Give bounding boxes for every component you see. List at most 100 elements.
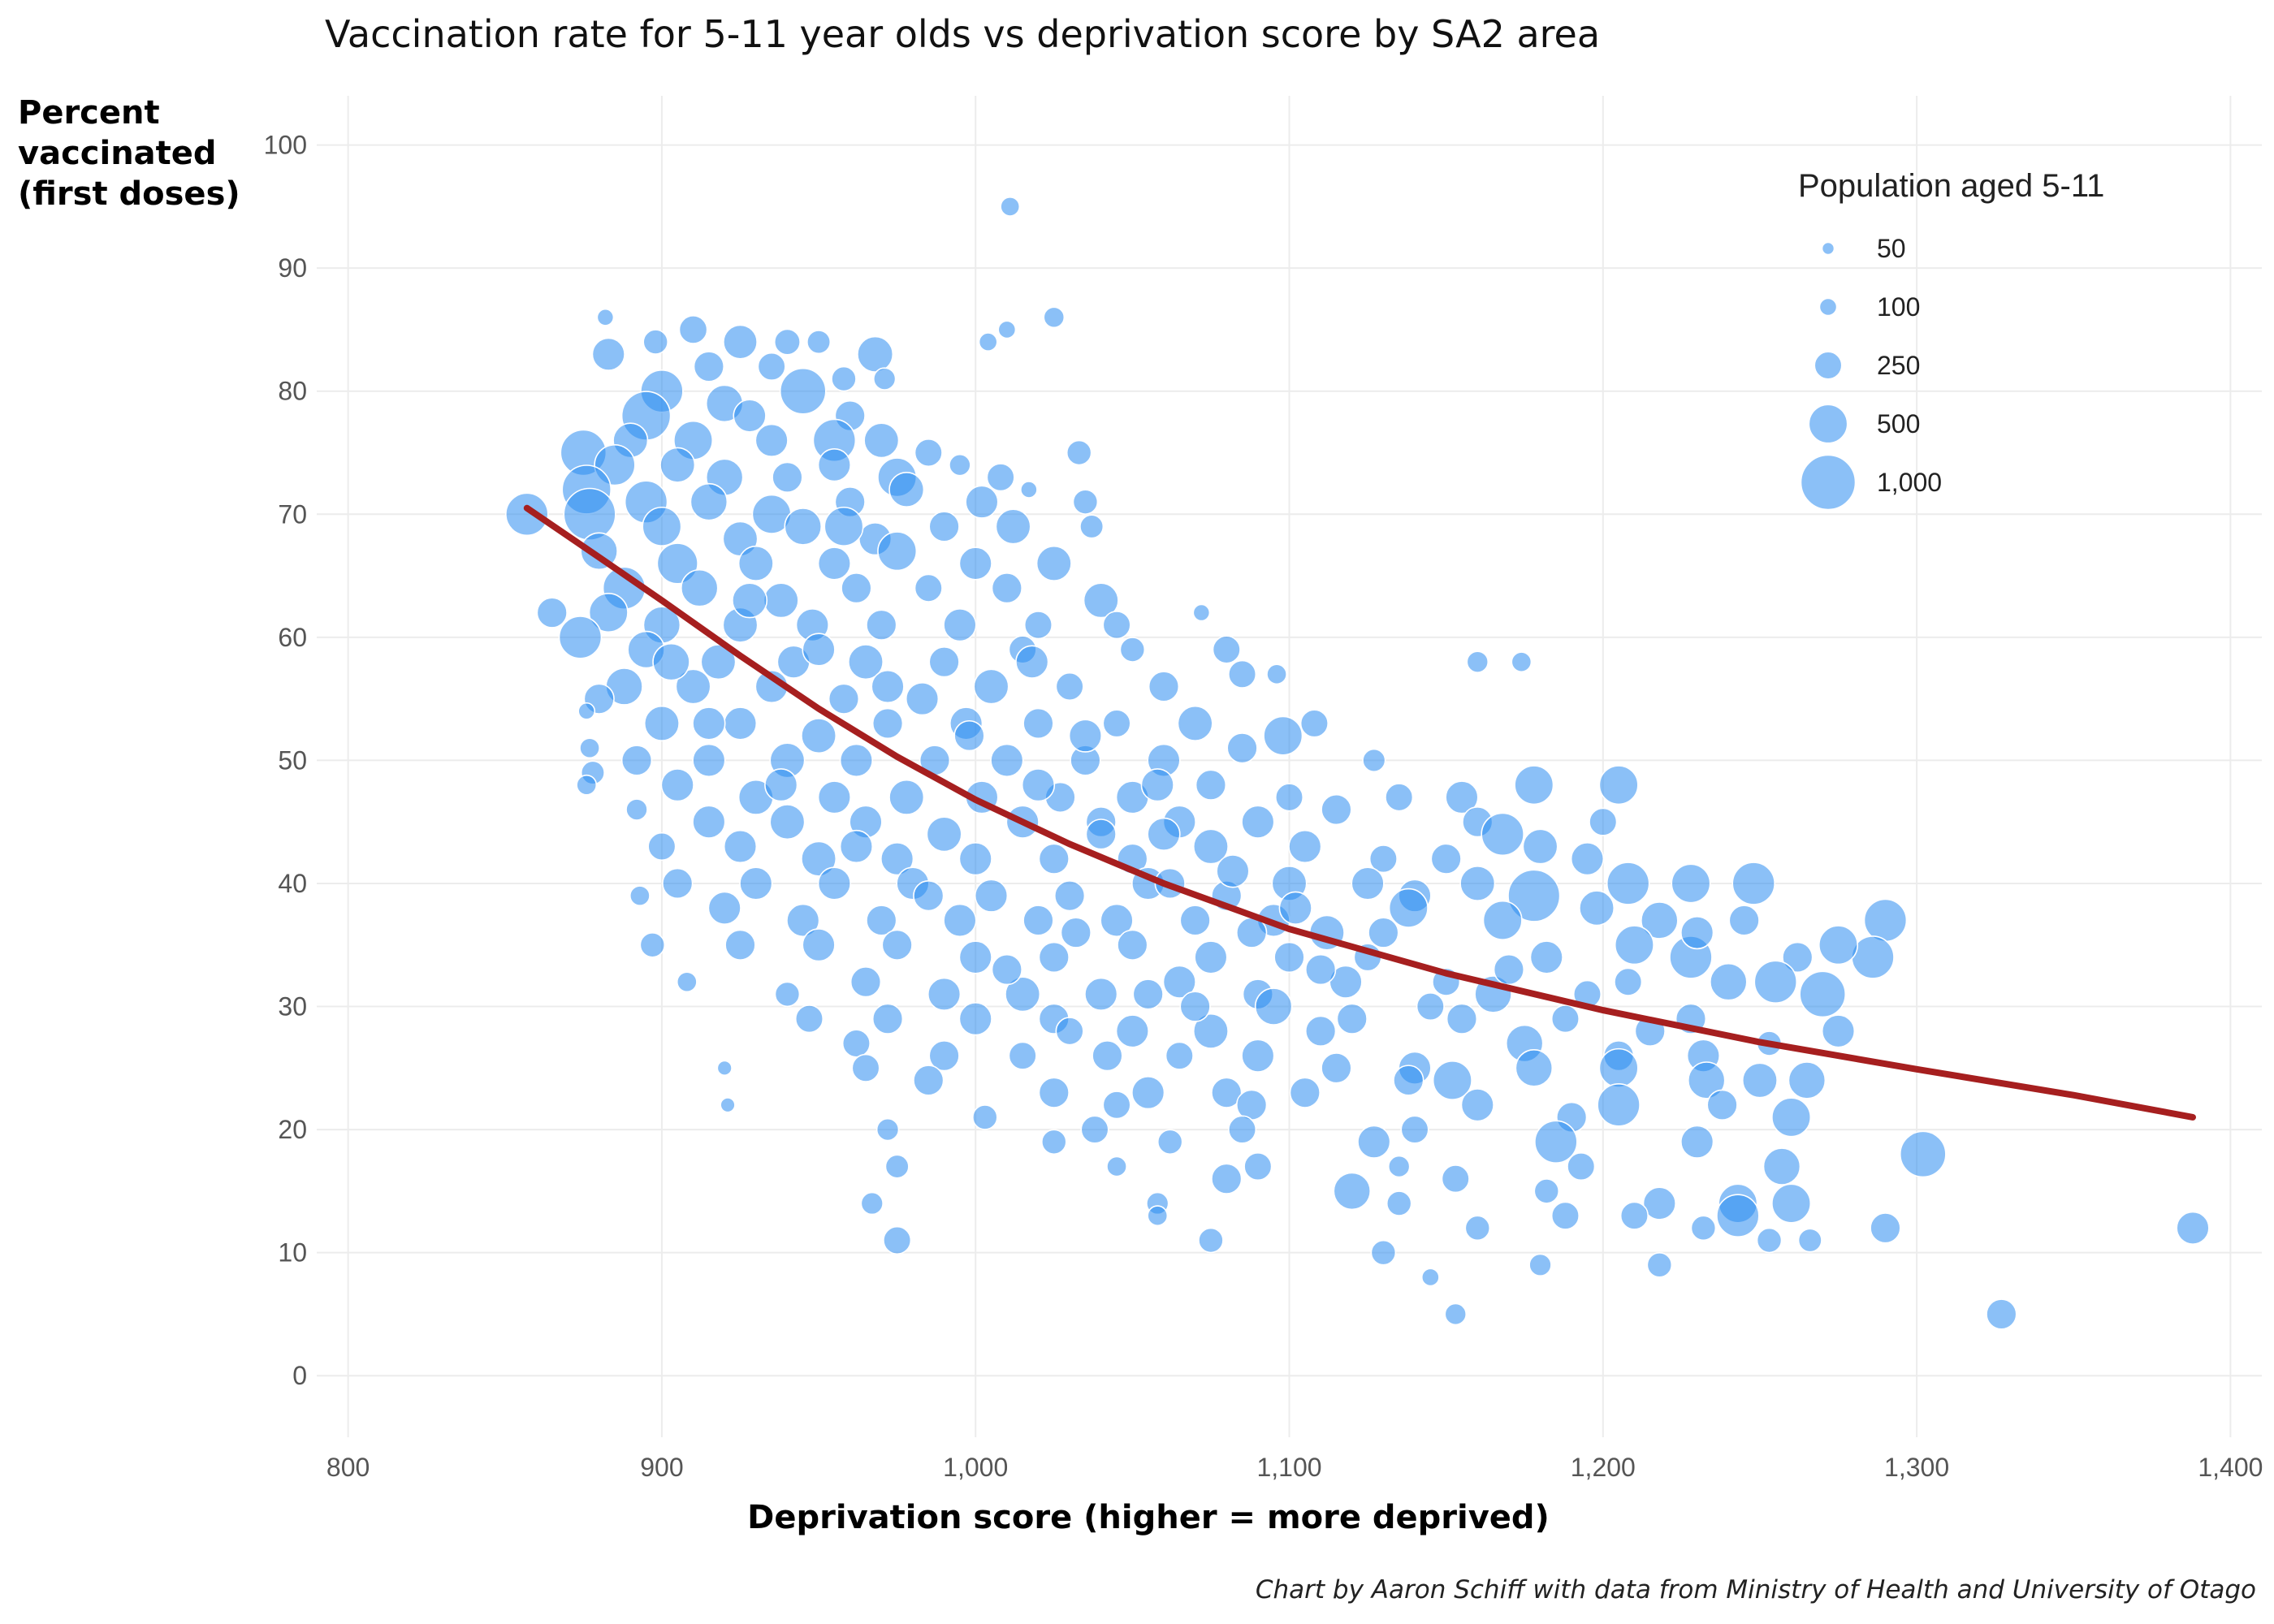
data-point — [841, 1029, 871, 1058]
legend-size-circle — [1821, 241, 1835, 256]
data-point — [905, 682, 940, 716]
chart-caption: Chart by Aaron Schiff with data from Min… — [1256, 1575, 2256, 1605]
data-point — [652, 642, 690, 681]
data-point — [973, 668, 1009, 705]
x-tick-label: 1,000 — [943, 1453, 1008, 1482]
x-tick-label: 1,200 — [1571, 1453, 1636, 1482]
data-point — [1304, 1015, 1337, 1047]
data-point — [625, 798, 648, 821]
data-point — [754, 423, 789, 457]
data-point — [1015, 645, 1049, 679]
data-point — [928, 511, 960, 542]
data-point — [1351, 866, 1385, 901]
data-point — [1797, 1228, 1822, 1253]
data-point — [943, 903, 977, 938]
data-point — [680, 568, 719, 607]
data-point — [1528, 1253, 1552, 1277]
data-point — [692, 805, 726, 839]
data-point — [764, 768, 798, 802]
data-point — [1117, 929, 1148, 961]
data-point — [629, 885, 651, 907]
data-point — [1243, 1152, 1273, 1181]
data-point — [1080, 1115, 1109, 1144]
data-point — [817, 780, 852, 814]
data-point — [949, 453, 971, 477]
data-point — [974, 879, 1009, 913]
data-point — [1393, 1065, 1424, 1096]
data-point — [1156, 1129, 1183, 1155]
data-point — [824, 506, 864, 546]
data-point — [1288, 829, 1322, 864]
data-point — [1385, 783, 1414, 812]
data-point — [958, 546, 992, 581]
data-point — [1368, 917, 1399, 948]
data-point — [1022, 905, 1054, 936]
data-point — [1446, 1003, 1478, 1034]
data-point — [737, 545, 774, 581]
data-point — [1821, 1014, 1856, 1048]
x-tick-label: 1,300 — [1884, 1453, 1949, 1482]
data-point — [1132, 978, 1164, 1010]
data-point — [972, 1104, 998, 1130]
data-point — [1482, 900, 1523, 940]
data-point — [1147, 1205, 1169, 1227]
data-point — [802, 928, 836, 962]
data-point — [716, 1060, 733, 1076]
data-point — [802, 633, 836, 667]
data-point — [1788, 1061, 1827, 1099]
data-point — [839, 829, 874, 864]
data-point — [866, 609, 897, 641]
data-point — [1863, 898, 1908, 943]
y-tick-label: 10 — [278, 1238, 307, 1268]
data-point — [724, 929, 756, 961]
data-point — [1085, 818, 1117, 850]
data-point — [1606, 862, 1650, 905]
legend-size-circle — [1800, 454, 1857, 511]
data-point — [958, 1002, 992, 1036]
legend-item-label: 500 — [1877, 409, 1920, 438]
data-point — [965, 485, 999, 519]
data-point — [877, 531, 918, 572]
data-point — [831, 365, 857, 392]
data-point — [1851, 935, 1895, 979]
data-point — [1690, 1215, 1717, 1242]
data-point — [839, 743, 874, 778]
data-point — [1072, 489, 1099, 515]
data-point — [591, 337, 625, 371]
y-tick-label: 100 — [264, 131, 307, 160]
data-point — [841, 572, 872, 604]
data-point — [1799, 970, 1847, 1018]
data-point — [1753, 960, 1798, 1004]
data-point — [1550, 1201, 1580, 1230]
y-tick-label: 50 — [278, 745, 307, 775]
data-point — [1102, 611, 1131, 640]
y-tick-label: 30 — [278, 992, 307, 1021]
data-point — [1771, 1097, 1812, 1138]
data-point — [576, 774, 598, 796]
data-point — [693, 351, 725, 382]
data-point — [773, 328, 801, 356]
x-tick-label: 1,400 — [2198, 1453, 2263, 1482]
data-point — [647, 831, 677, 862]
data-point — [1731, 862, 1775, 905]
data-point — [1241, 805, 1275, 839]
y-axis-label: Percent vaccinated (first doses) — [18, 94, 240, 213]
data-point — [786, 903, 820, 938]
data-point — [707, 891, 741, 925]
data-point — [1198, 1227, 1224, 1254]
y-tick-label: 80 — [278, 377, 307, 406]
data-point — [536, 597, 568, 628]
data-point — [1589, 807, 1618, 836]
data-point — [1195, 769, 1227, 801]
data-point — [1289, 1077, 1321, 1108]
data-point — [1106, 1155, 1127, 1177]
data-point — [913, 1065, 945, 1096]
data-point — [872, 367, 897, 391]
data-point — [1020, 481, 1038, 499]
data-point — [1430, 843, 1462, 875]
data-point — [1115, 1014, 1149, 1048]
data-point — [943, 608, 977, 642]
data-point — [1053, 879, 1086, 912]
data-point — [1441, 1164, 1470, 1194]
x-axis-ticks: 800 900 1,000 1,100 1,200 1,300 1,400 — [326, 1453, 2263, 1482]
